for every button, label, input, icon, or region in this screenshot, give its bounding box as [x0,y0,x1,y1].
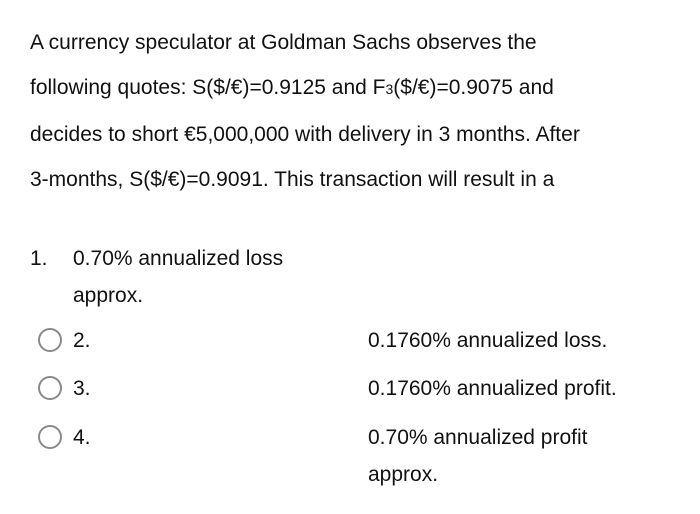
question-line-2-part-b: ($/€)=0.9075 and [393,76,554,99]
option-1-number: 1. [30,247,48,270]
question-line-2: following quotes: S($/€)=0.9125 and F3($… [30,65,680,112]
option-1-line-1: 0.70% annualized loss [73,247,284,270]
option-1-label: 0.70% annualized loss approx. [73,240,373,314]
option-3-radio[interactable] [38,376,62,400]
option-1-line-2: approx. [73,284,144,307]
question-line-3: decides to short €5,000,000 with deliver… [30,123,580,146]
option-4-radio[interactable] [38,425,62,449]
option-2-number: 2. [73,329,91,352]
option-3-label: 0.1760% annualized profit. [368,377,617,400]
question-line-2-part-a: following quotes: S($/€)=0.9125 and F [30,76,386,99]
option-4-line-1: 0.70% annualized profit [368,426,588,449]
forward-subscript: 3 [385,81,394,97]
option-4-label: 0.70% annualized profit approx. [368,419,678,493]
option-4-number: 4. [73,426,91,449]
option-3-number: 3. [73,377,91,400]
question-line-4: 3-months, S($/€)=0.9091. This transactio… [30,168,555,191]
question-text: A currency speculator at Goldman Sachs o… [30,20,680,202]
option-2-label: 0.1760% annualized loss. [368,329,608,352]
option-4-line-2: approx. [368,463,439,486]
question-line-1: A currency speculator at Goldman Sachs o… [30,31,537,54]
option-2-radio[interactable] [38,328,62,352]
